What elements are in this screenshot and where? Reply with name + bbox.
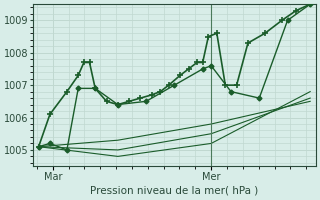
X-axis label: Pression niveau de la mer( hPa ): Pression niveau de la mer( hPa ) bbox=[90, 186, 259, 196]
